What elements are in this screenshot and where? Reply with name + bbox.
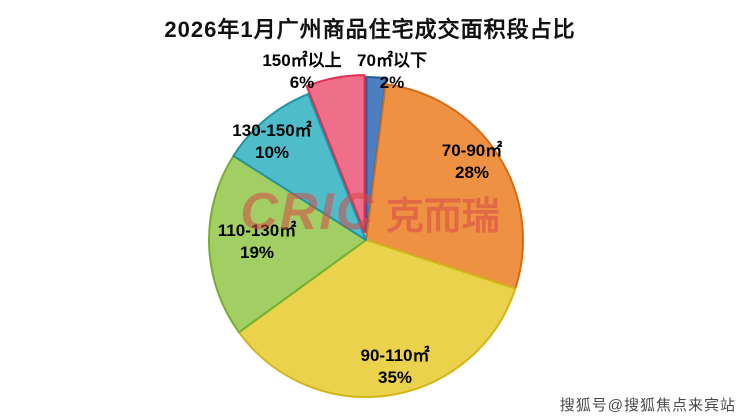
chart-title: 2026年1月广州商品住宅成交面积段占比 xyxy=(164,17,576,42)
pie-slice-4 xyxy=(232,93,367,241)
pie-slice-2 xyxy=(237,239,517,398)
pie-slice-3 xyxy=(208,154,367,334)
pie-slice-5 xyxy=(305,74,366,234)
sohu-watermark: 搜狐号@搜狐焦点来宾站 xyxy=(559,397,736,414)
pie-slice-1 xyxy=(365,83,524,290)
